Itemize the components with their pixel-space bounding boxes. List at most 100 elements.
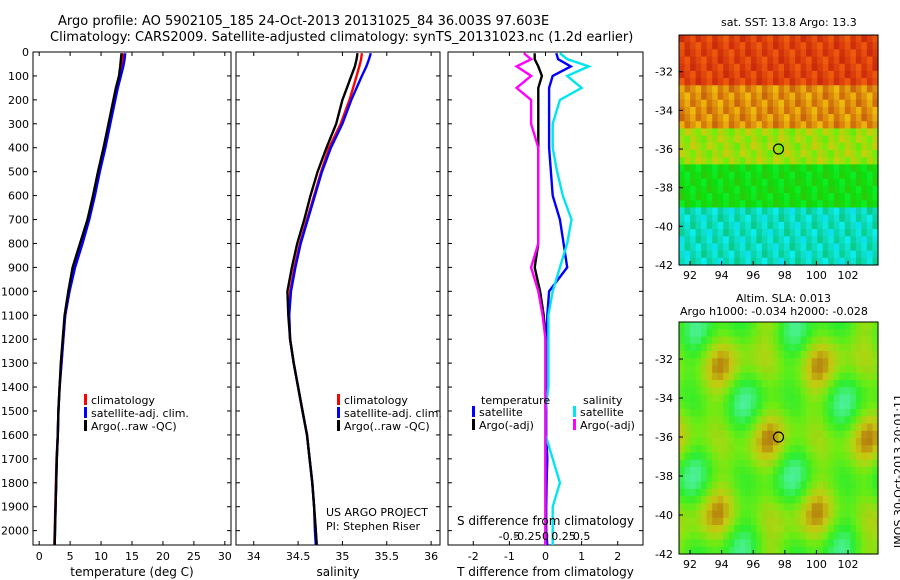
- map-cell: [839, 322, 846, 330]
- map-cell: [850, 128, 857, 137]
- map-cell: [811, 142, 818, 151]
- map-cell: [784, 445, 791, 454]
- map-cell: [861, 106, 868, 115]
- map-cell: [833, 128, 840, 137]
- map-cell: [739, 387, 746, 396]
- map-cell: [728, 200, 735, 209]
- map-cell: [817, 539, 824, 548]
- map-cell: [773, 546, 780, 555]
- map-cell: [828, 387, 835, 396]
- x-tick-label: 0: [36, 550, 43, 563]
- map-cell: [800, 99, 807, 108]
- map-frame: [678, 34, 879, 266]
- map-cell: [767, 488, 774, 497]
- map-cell: [822, 128, 829, 137]
- map-cell: [833, 467, 840, 475]
- map-cell: [767, 459, 774, 468]
- map-cell: [806, 336, 813, 345]
- map-cell: [734, 452, 741, 461]
- map-cell: [833, 207, 840, 216]
- map-cell: [679, 387, 686, 396]
- map-cell: [756, 35, 763, 43]
- map-cell: [855, 142, 862, 151]
- map-cell: [811, 63, 818, 72]
- map-cell: [833, 343, 840, 352]
- map-cell: [723, 207, 730, 216]
- map-cell: [767, 438, 774, 446]
- map-cell: [855, 85, 862, 94]
- map-cell: [817, 372, 824, 381]
- map-cell: [872, 358, 879, 367]
- y-tick-label: 100: [8, 70, 29, 83]
- map-cell: [690, 92, 697, 101]
- map-cell: [690, 503, 697, 512]
- map-cell: [745, 394, 752, 403]
- map-cell: [822, 178, 829, 187]
- map-cell: [850, 193, 857, 201]
- map-cell: [728, 358, 735, 367]
- map-cell: [784, 207, 791, 216]
- map-cell: [745, 438, 752, 446]
- map-cell: [712, 135, 719, 144]
- map-cell: [739, 488, 746, 497]
- map-cell: [750, 178, 757, 187]
- series-line-satellite-adj-clim-: [287, 52, 372, 546]
- map-cell: [811, 445, 818, 454]
- map-frame: [678, 321, 879, 555]
- map-cell: [817, 200, 824, 209]
- map-cell: [706, 49, 713, 58]
- map-cell: [817, 488, 824, 497]
- map-cell: [811, 106, 818, 115]
- map-cell: [745, 481, 752, 490]
- map-cell: [679, 236, 686, 245]
- map-cell: [844, 56, 851, 65]
- map-cell: [706, 114, 713, 122]
- map-cell: [828, 452, 835, 461]
- map-cell: [717, 503, 724, 512]
- map-cell: [811, 92, 818, 101]
- map-cell: [717, 372, 724, 381]
- map-cell: [679, 510, 686, 519]
- x-tick-label: 35.5: [375, 550, 400, 563]
- map-cell: [734, 416, 741, 425]
- map-cell: [756, 193, 763, 201]
- map-cell: [695, 243, 702, 252]
- map-cell: [717, 467, 724, 475]
- map-cell: [723, 214, 730, 223]
- map-cell: [800, 438, 807, 446]
- map-cell: [695, 171, 702, 180]
- map-cell: [756, 78, 763, 86]
- map-cell: [784, 539, 791, 548]
- map-cell: [701, 178, 708, 187]
- y-tick-label: 300: [8, 118, 29, 131]
- map-cell: [850, 525, 857, 533]
- map-cell: [811, 394, 818, 403]
- map-cell: [817, 257, 824, 266]
- map-cell: [828, 423, 835, 432]
- map-cell: [728, 394, 735, 403]
- map-cell: [695, 322, 702, 330]
- project-pi: PI: Stephen Riser: [326, 520, 421, 533]
- map-cell: [761, 92, 768, 101]
- map-cell: [750, 322, 757, 330]
- map-cell: [701, 221, 708, 230]
- map-cell: [706, 164, 713, 173]
- map-cell: [773, 221, 780, 230]
- map-cell: [811, 157, 818, 165]
- map-cell: [712, 150, 719, 158]
- map-cell: [739, 150, 746, 158]
- map-cell: [745, 164, 752, 173]
- map-cell: [784, 372, 791, 381]
- map-cell: [866, 488, 873, 497]
- map-cell: [795, 250, 802, 259]
- map-cell: [712, 474, 719, 483]
- map-cell: [723, 532, 730, 541]
- map-cell: [745, 49, 752, 58]
- legend-label: satellite-adj. clim.: [91, 407, 189, 420]
- map-cell: [850, 430, 857, 439]
- map-cell: [695, 358, 702, 367]
- map-cell: [679, 221, 686, 230]
- map-cell: [822, 236, 829, 245]
- map-cell: [761, 546, 768, 555]
- map-cell: [855, 42, 862, 50]
